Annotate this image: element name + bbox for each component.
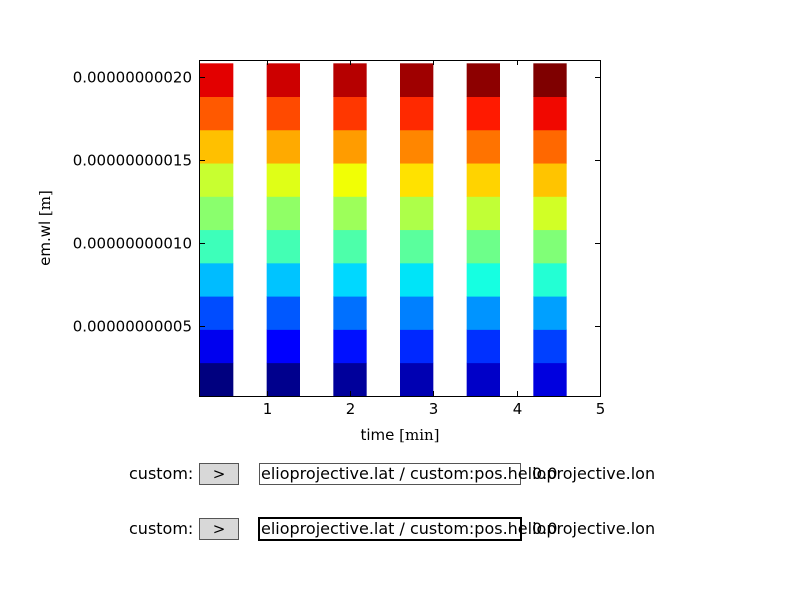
heatmap-cell — [266, 262, 300, 297]
x-tick-label: 1 — [263, 400, 273, 418]
heatmap-cell — [533, 362, 567, 397]
heatmap-cell — [533, 163, 567, 197]
y-tick-label: 0.00000000020 — [73, 69, 192, 87]
heatmap-cell — [400, 229, 434, 264]
heatmap-cells — [200, 63, 567, 397]
control-1-next-button[interactable]: > — [199, 463, 239, 485]
control-1-label: custom: — [129, 464, 194, 483]
x-tick-label: 5 — [596, 400, 606, 418]
heatmap-cell — [466, 329, 500, 364]
x-tick-label: 2 — [346, 400, 356, 418]
heatmap-cell — [200, 262, 234, 297]
x-tick-label: 3 — [429, 400, 439, 418]
heatmap-cell — [400, 329, 434, 364]
heatmap-cell — [200, 296, 234, 330]
heatmap-cell — [400, 262, 434, 297]
heatmap-cell — [266, 196, 300, 231]
heatmap-cell — [266, 96, 300, 131]
heatmap-cell — [466, 362, 500, 397]
heatmap-cell — [266, 63, 300, 97]
control-1-axis-text: elioprojective.lat / custom:pos.heliopro… — [261, 464, 656, 483]
heatmap-cell — [400, 96, 434, 131]
heatmap-cell — [200, 163, 234, 197]
heatmap-cell — [200, 63, 234, 97]
heatmap-cell — [466, 129, 500, 164]
heatmap-cell — [466, 63, 500, 97]
heatmap-cell — [200, 362, 234, 397]
control-2-axis-text: elioprojective.lat / custom:pos.heliopro… — [261, 519, 656, 538]
heatmap-cell — [533, 129, 567, 164]
x-tick-label: 4 — [513, 400, 523, 418]
heatmap-cell — [266, 129, 300, 164]
heatmap-cell — [533, 296, 567, 330]
heatmap-cell — [466, 262, 500, 297]
heatmap-cell — [533, 196, 567, 231]
control-1-value: 0.0 — [532, 464, 558, 483]
heatmap-cell — [400, 63, 434, 97]
heatmap-cell — [400, 362, 434, 397]
heatmap-cell — [266, 329, 300, 364]
heatmap-cell — [266, 362, 300, 397]
heatmap-cell — [333, 196, 367, 231]
heatmap-cell — [333, 129, 367, 164]
control-2-next-button[interactable]: > — [199, 518, 239, 540]
heatmap-cell — [200, 96, 234, 131]
y-tick-label: 0.00000000005 — [73, 318, 192, 336]
heatmap-cell — [200, 229, 234, 264]
heatmap-cell — [333, 63, 367, 97]
heatmap-cell — [400, 196, 434, 231]
heatmap-cell — [200, 196, 234, 231]
heatmap-cell — [266, 163, 300, 197]
y-tick-label: 0.00000000015 — [73, 152, 192, 170]
heatmap-cell — [333, 362, 367, 397]
heatmap-cell — [333, 296, 367, 330]
y-axis-label: em.wl [m] — [36, 190, 54, 266]
control-2-label: custom: — [129, 519, 194, 538]
y-tick-label: 0.00000000010 — [73, 235, 192, 253]
heatmap-cell — [466, 196, 500, 231]
heatmap-cell — [466, 296, 500, 330]
heatmap-cell — [333, 262, 367, 297]
heatmap-cell — [533, 63, 567, 97]
heatmap-cell — [400, 163, 434, 197]
control-1-text-box[interactable] — [259, 463, 521, 485]
x-axis: 1 2 3 4 5 — [263, 60, 606, 418]
control-2-text-box[interactable] — [258, 517, 522, 541]
heatmap-cell — [333, 163, 367, 197]
heatmap-cell — [266, 229, 300, 264]
plot-frame — [199, 60, 601, 397]
heatmap-cell — [333, 329, 367, 364]
heatmap-cell — [400, 129, 434, 164]
heatmap-cell — [266, 296, 300, 330]
heatmap-cell — [466, 163, 500, 197]
heatmap-cell — [533, 96, 567, 131]
heatmap-cell — [533, 229, 567, 264]
heatmap-cell — [333, 96, 367, 131]
heatmap-cell — [466, 96, 500, 131]
x-axis-label: time [min] — [360, 426, 439, 444]
y-axis: 0.00000000005 0.00000000010 0.00000000015 0… — [73, 69, 600, 336]
heatmap-cell — [533, 329, 567, 364]
heatmap-cell — [200, 129, 234, 164]
heatmap-cell — [466, 229, 500, 264]
heatmap-cell — [333, 229, 367, 264]
heatmap-cell — [400, 296, 434, 330]
heatmap-cell — [200, 329, 234, 364]
control-2-value: 0.0 — [532, 519, 558, 538]
heatmap-cell — [533, 262, 567, 297]
